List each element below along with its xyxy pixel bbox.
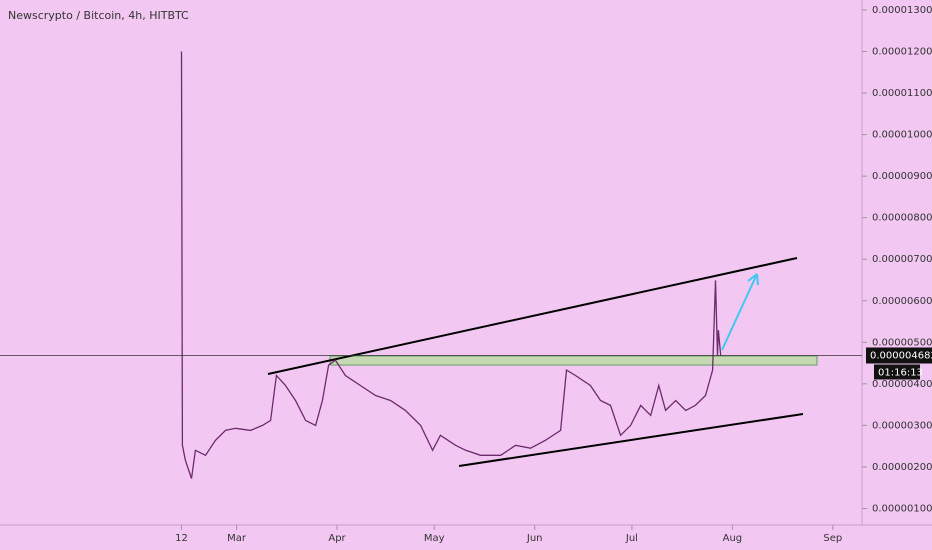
last-price-box <box>866 347 932 364</box>
x-tick-label: Apr <box>328 533 346 544</box>
y-tick-label: 0.0000010000 <box>872 503 932 514</box>
y-tick-label: 0.0000030000 <box>872 420 932 431</box>
y-tick-label: 0.0000070000 <box>872 254 932 265</box>
x-tick-label: Mar <box>227 533 247 544</box>
x-tick-label: May <box>424 533 445 544</box>
x-tick-label: Jun <box>526 533 543 544</box>
arrow-head <box>747 273 759 286</box>
x-tick-label: Sep <box>823 533 842 544</box>
y-tick-label: 0.0000020000 <box>872 462 932 473</box>
lower-trendline <box>458 413 804 467</box>
countdown-box <box>874 364 920 380</box>
y-tick-label: 0.0000090000 <box>872 171 932 182</box>
y-tick-label: 0.0000050000 <box>872 337 932 348</box>
chart-title: Newscrypto / Bitcoin, 4h, HITBTC <box>8 9 189 22</box>
y-tick-label: 0.0000040000 <box>872 379 932 390</box>
y-tick-label: 0.0000130000 <box>872 5 932 16</box>
x-tick-label: 12 <box>175 533 188 544</box>
price-line <box>180 51 722 479</box>
arrow <box>721 273 758 351</box>
y-tick-label: 0.0000060000 <box>872 296 932 307</box>
x-tick-label: Jul <box>625 533 638 544</box>
y-tick-label: 0.0000100000 <box>872 130 932 141</box>
upper-trendline <box>267 257 798 375</box>
zone <box>329 355 818 366</box>
x-tick-label: Aug <box>723 533 743 544</box>
countdown-label: 01:16:13 <box>878 367 923 378</box>
y-tick-label: 0.0000110000 <box>872 88 932 99</box>
y-tick-label: 0.0000120000 <box>872 47 932 58</box>
y-tick-label: 0.0000080000 <box>872 213 932 224</box>
last-price-label: 0.0000046824 <box>870 350 932 361</box>
